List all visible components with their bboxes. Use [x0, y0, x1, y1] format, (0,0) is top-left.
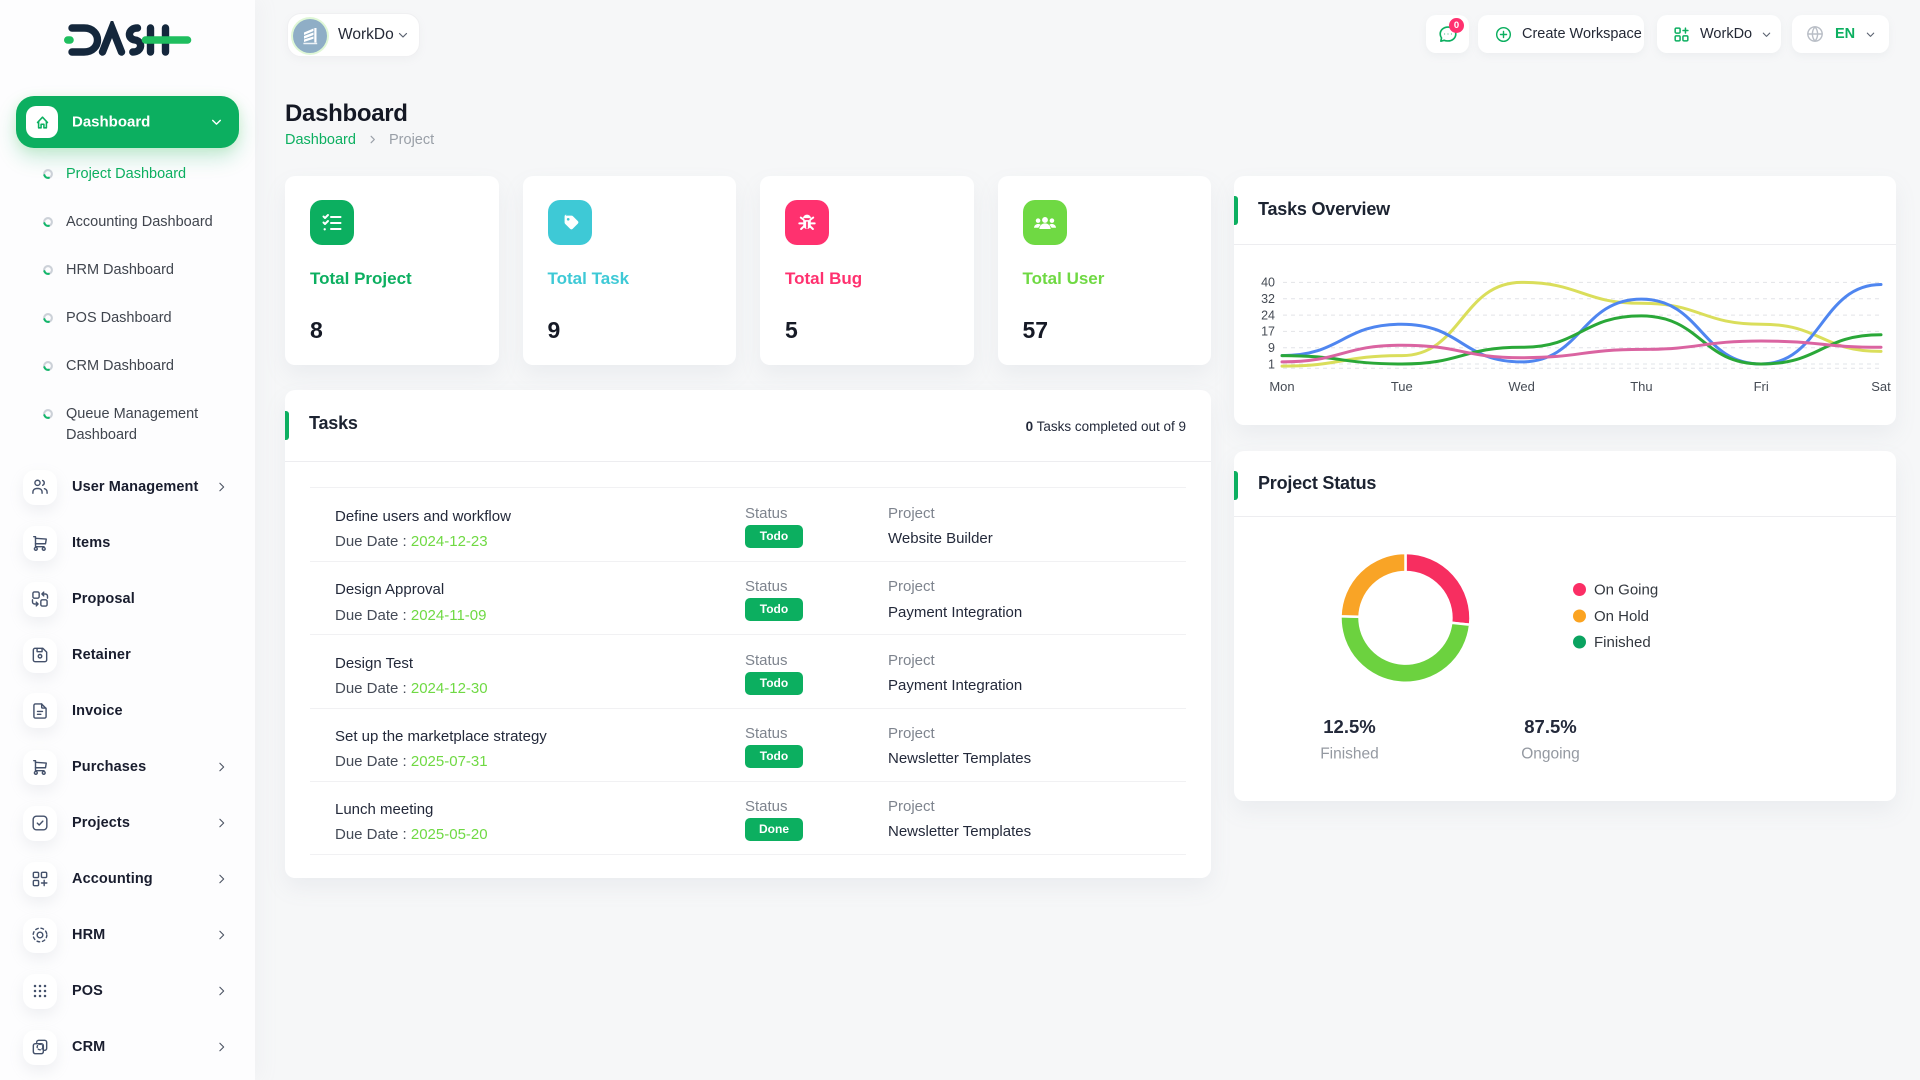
svg-text:Fri: Fri — [1754, 379, 1769, 394]
svg-text:Tue: Tue — [1391, 379, 1413, 394]
svg-text:32: 32 — [1261, 292, 1275, 306]
svg-text:On Going: On Going — [1594, 582, 1658, 599]
svg-text:Finished: Finished — [1594, 634, 1651, 651]
svg-text:Mon: Mon — [1269, 379, 1294, 394]
svg-text:87.5%: 87.5% — [1524, 716, 1576, 737]
svg-text:Finished: Finished — [1320, 746, 1379, 763]
svg-text:9: 9 — [1268, 341, 1275, 355]
svg-text:17: 17 — [1261, 325, 1275, 339]
svg-text:Sat: Sat — [1871, 379, 1891, 394]
svg-text:On Hold: On Hold — [1594, 608, 1649, 625]
svg-text:24: 24 — [1261, 308, 1275, 322]
svg-text:Thu: Thu — [1630, 379, 1652, 394]
svg-text:40: 40 — [1261, 276, 1275, 290]
svg-text:12.5%: 12.5% — [1323, 716, 1375, 737]
svg-text:Ongoing: Ongoing — [1521, 746, 1580, 763]
svg-text:Wed: Wed — [1508, 379, 1535, 394]
svg-text:1: 1 — [1268, 357, 1275, 371]
